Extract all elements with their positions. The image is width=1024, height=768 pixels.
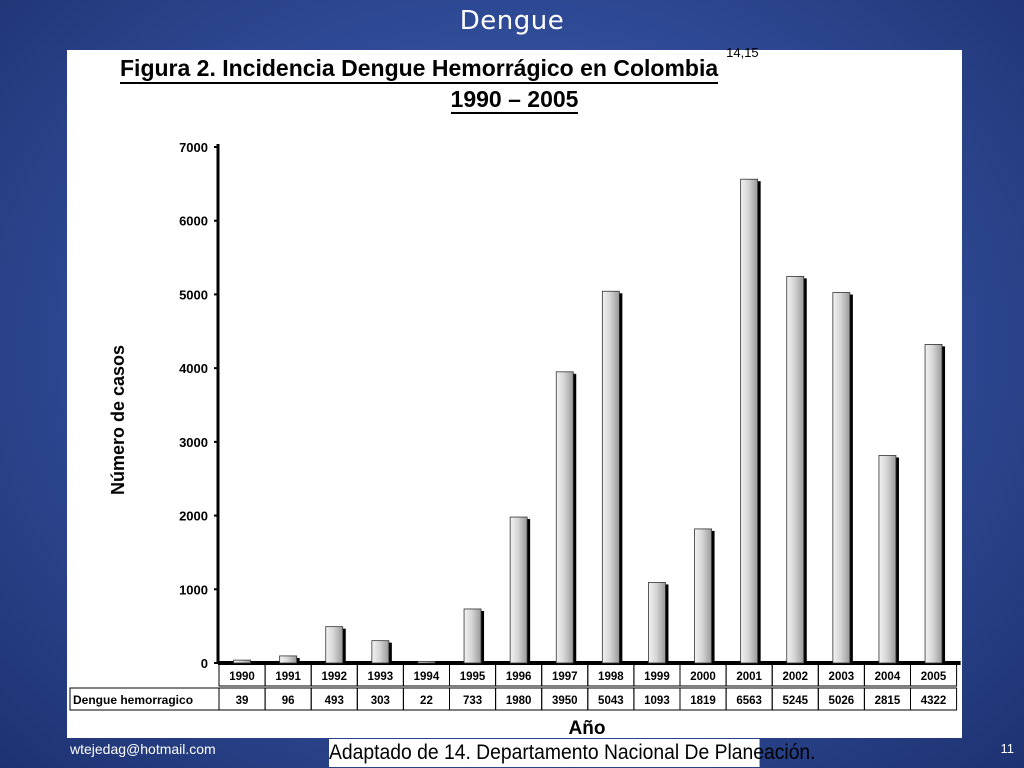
data-label: 2815 xyxy=(875,695,901,707)
y-tick-label: 1000 xyxy=(179,582,208,597)
bar xyxy=(509,516,528,664)
y-tick-label: 7000 xyxy=(179,140,208,155)
data-label: 733 xyxy=(463,695,482,707)
x-axis-label: Año xyxy=(569,718,606,738)
bar xyxy=(786,275,805,664)
x-tick-label: 1996 xyxy=(506,671,532,683)
table-year-cell xyxy=(910,663,958,687)
x-tick-label: 2001 xyxy=(736,671,762,683)
bar xyxy=(740,178,759,664)
data-label: 39 xyxy=(236,695,249,707)
x-tick-label: 1991 xyxy=(275,671,301,683)
slide-title: Dengue xyxy=(459,6,565,36)
bar xyxy=(694,528,712,664)
data-label: 303 xyxy=(371,695,390,707)
x-tick-label: 1999 xyxy=(644,671,670,683)
bar xyxy=(832,292,851,664)
x-tick-label: 1998 xyxy=(598,671,624,683)
data-label: 22 xyxy=(420,695,433,707)
figure-subtitle: 1990 – 2005 xyxy=(450,86,579,114)
bar xyxy=(233,659,251,664)
bar xyxy=(371,640,390,664)
data-label: 5245 xyxy=(782,695,808,707)
x-tick-label: 1990 xyxy=(229,671,255,683)
footer-email: wtejedag@hotmail.com xyxy=(70,741,216,757)
data-label: 4322 xyxy=(921,695,947,707)
data-label: 6563 xyxy=(736,695,762,707)
data-label: 1980 xyxy=(506,695,532,707)
bar xyxy=(555,371,574,664)
bar xyxy=(648,582,666,664)
data-label: 5026 xyxy=(829,695,855,707)
figure-title-reference: 14,15 xyxy=(726,45,759,61)
table-series-label: Dengue hemorragico xyxy=(73,693,193,707)
data-label: 96 xyxy=(282,695,295,707)
bar-chart: 0 1000 2000 3000 4000 5000 6000 7000 Número de c… xyxy=(69,140,961,738)
bar xyxy=(325,626,344,664)
x-tick-label: 2000 xyxy=(690,671,716,683)
figure-title: Figura 2. Incidencia Dengue Hemorrágico … xyxy=(120,55,719,84)
bar xyxy=(417,660,436,664)
x-tick-label: 1993 xyxy=(368,671,394,683)
data-label: 5043 xyxy=(598,695,624,707)
x-tick-label: 2003 xyxy=(829,671,855,683)
data-label: 1819 xyxy=(690,695,716,707)
bar xyxy=(279,655,298,664)
figure-panel: Figura 2. Incidencia Dengue Hemorrágico … xyxy=(67,45,962,738)
x-tick-label: 2002 xyxy=(782,671,808,683)
y-tick-label: 2000 xyxy=(179,509,208,524)
y-tick-label: 6000 xyxy=(179,214,208,229)
bar xyxy=(601,290,620,664)
x-tick-label: 1994 xyxy=(414,671,440,683)
y-tick-label: 0 xyxy=(201,656,208,671)
y-tick-label: 4000 xyxy=(179,361,208,376)
bar xyxy=(878,455,897,664)
bar xyxy=(463,608,482,664)
page-number: 11 xyxy=(1000,741,1015,756)
x-tick-label: 1992 xyxy=(321,671,347,683)
data-label: 493 xyxy=(325,695,344,707)
x-tick-label: 1997 xyxy=(552,671,578,683)
y-axis-label: Número de casos xyxy=(108,345,128,495)
bar xyxy=(924,344,943,664)
y-tick-label: 5000 xyxy=(179,287,208,302)
x-tick-label: 1995 xyxy=(460,671,486,683)
data-label: 3950 xyxy=(552,695,578,707)
x-tick-label: 2005 xyxy=(921,671,947,683)
y-tick-label: 3000 xyxy=(179,435,208,450)
source-note: Adaptado de 14. Departamento Nacional De… xyxy=(329,739,816,767)
data-label: 1093 xyxy=(644,695,670,707)
x-tick-label: 2004 xyxy=(875,671,901,683)
table-value-cell xyxy=(910,687,958,711)
